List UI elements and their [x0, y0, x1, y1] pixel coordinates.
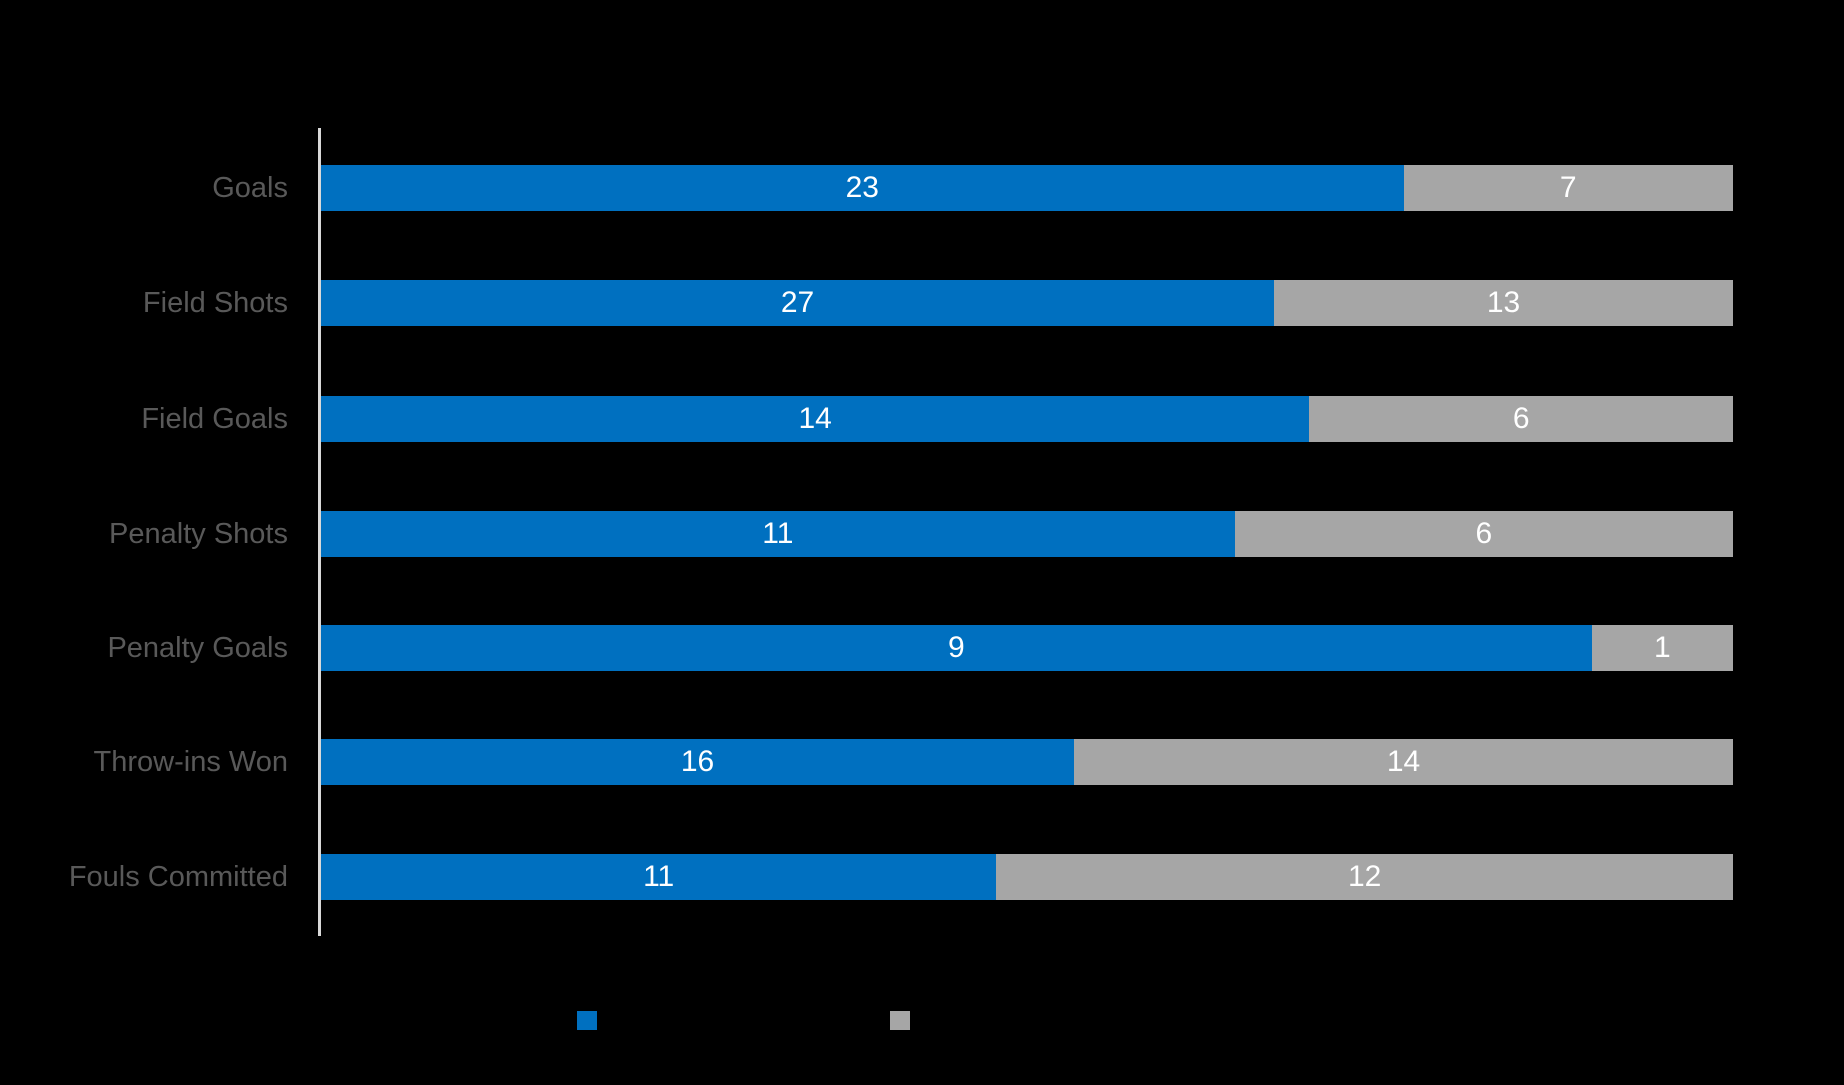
- bar-segment-gray: 13: [1274, 280, 1733, 326]
- bar-segment-gray: 14: [1074, 739, 1733, 785]
- category-label: Field Shots: [142, 287, 288, 319]
- stacked-bar: 16 14: [321, 739, 1733, 785]
- category-label: Field Goals: [141, 403, 288, 435]
- category-label: Fouls Committed: [68, 861, 288, 893]
- category-label: Goals: [212, 172, 288, 204]
- bar-segment-blue: 23: [321, 165, 1404, 211]
- category-label: Penalty Goals: [107, 632, 288, 664]
- bar-row: Penalty Goals 9 1: [0, 625, 1844, 671]
- bar-segment-blue: 14: [321, 396, 1310, 442]
- value-label-blue: 27: [780, 286, 815, 319]
- bar-segment-gray: 6: [1309, 396, 1733, 442]
- category-label: Penalty Shots: [109, 518, 288, 550]
- value-label-gray: 7: [1559, 171, 1577, 204]
- bar-segment-gray: 6: [1234, 511, 1733, 557]
- legend-swatch-gray: [890, 1011, 910, 1030]
- value-label-blue: 23: [845, 171, 879, 204]
- bar-segment-gray: 7: [1403, 165, 1733, 211]
- bar-row: Field Goals 14 6: [0, 396, 1844, 442]
- bar-segment-blue: 11: [321, 511, 1235, 557]
- bar-row: Throw-ins Won 16 14: [0, 739, 1844, 785]
- stacked-bar: 14 6: [321, 396, 1733, 442]
- value-label-blue: 14: [798, 402, 832, 435]
- value-label-blue: 11: [762, 517, 794, 550]
- bar-segment-blue: 9: [321, 625, 1592, 671]
- value-label-gray: 12: [1347, 860, 1382, 893]
- y-axis-line: [318, 128, 321, 936]
- value-label-gray: 6: [1475, 517, 1493, 550]
- bar-row: Penalty Shots 11 6: [0, 511, 1844, 557]
- bar-segment-blue: 27: [321, 280, 1275, 326]
- stacked-bar: 23 7: [321, 165, 1733, 211]
- value-label-blue: 11: [643, 860, 675, 893]
- stacked-bar: 11 6: [321, 511, 1733, 557]
- category-label: Throw-ins Won: [93, 746, 288, 778]
- stacked-bar: 27 13: [321, 280, 1733, 326]
- value-label-gray: 1: [1654, 631, 1671, 664]
- value-label-blue: 16: [680, 745, 715, 778]
- bar-segment-gray: 12: [996, 854, 1733, 900]
- bar-segment-blue: 11: [321, 854, 997, 900]
- value-label-gray: 6: [1512, 402, 1530, 435]
- bar-row: Fouls Committed 11 12: [0, 854, 1844, 900]
- bar-row: Field Shots 27 13: [0, 280, 1844, 326]
- bar-segment-blue: 16: [321, 739, 1075, 785]
- stacked-bar: 11 12: [321, 854, 1733, 900]
- legend-swatch-blue: [577, 1011, 597, 1030]
- value-label-blue: 9: [948, 631, 965, 664]
- value-label-gray: 13: [1486, 286, 1521, 319]
- value-label-gray: 14: [1386, 745, 1421, 778]
- bar-segment-gray: 1: [1591, 625, 1733, 671]
- stacked-bar: 9 1: [321, 625, 1733, 671]
- bar-row: Goals 23 7: [0, 165, 1844, 211]
